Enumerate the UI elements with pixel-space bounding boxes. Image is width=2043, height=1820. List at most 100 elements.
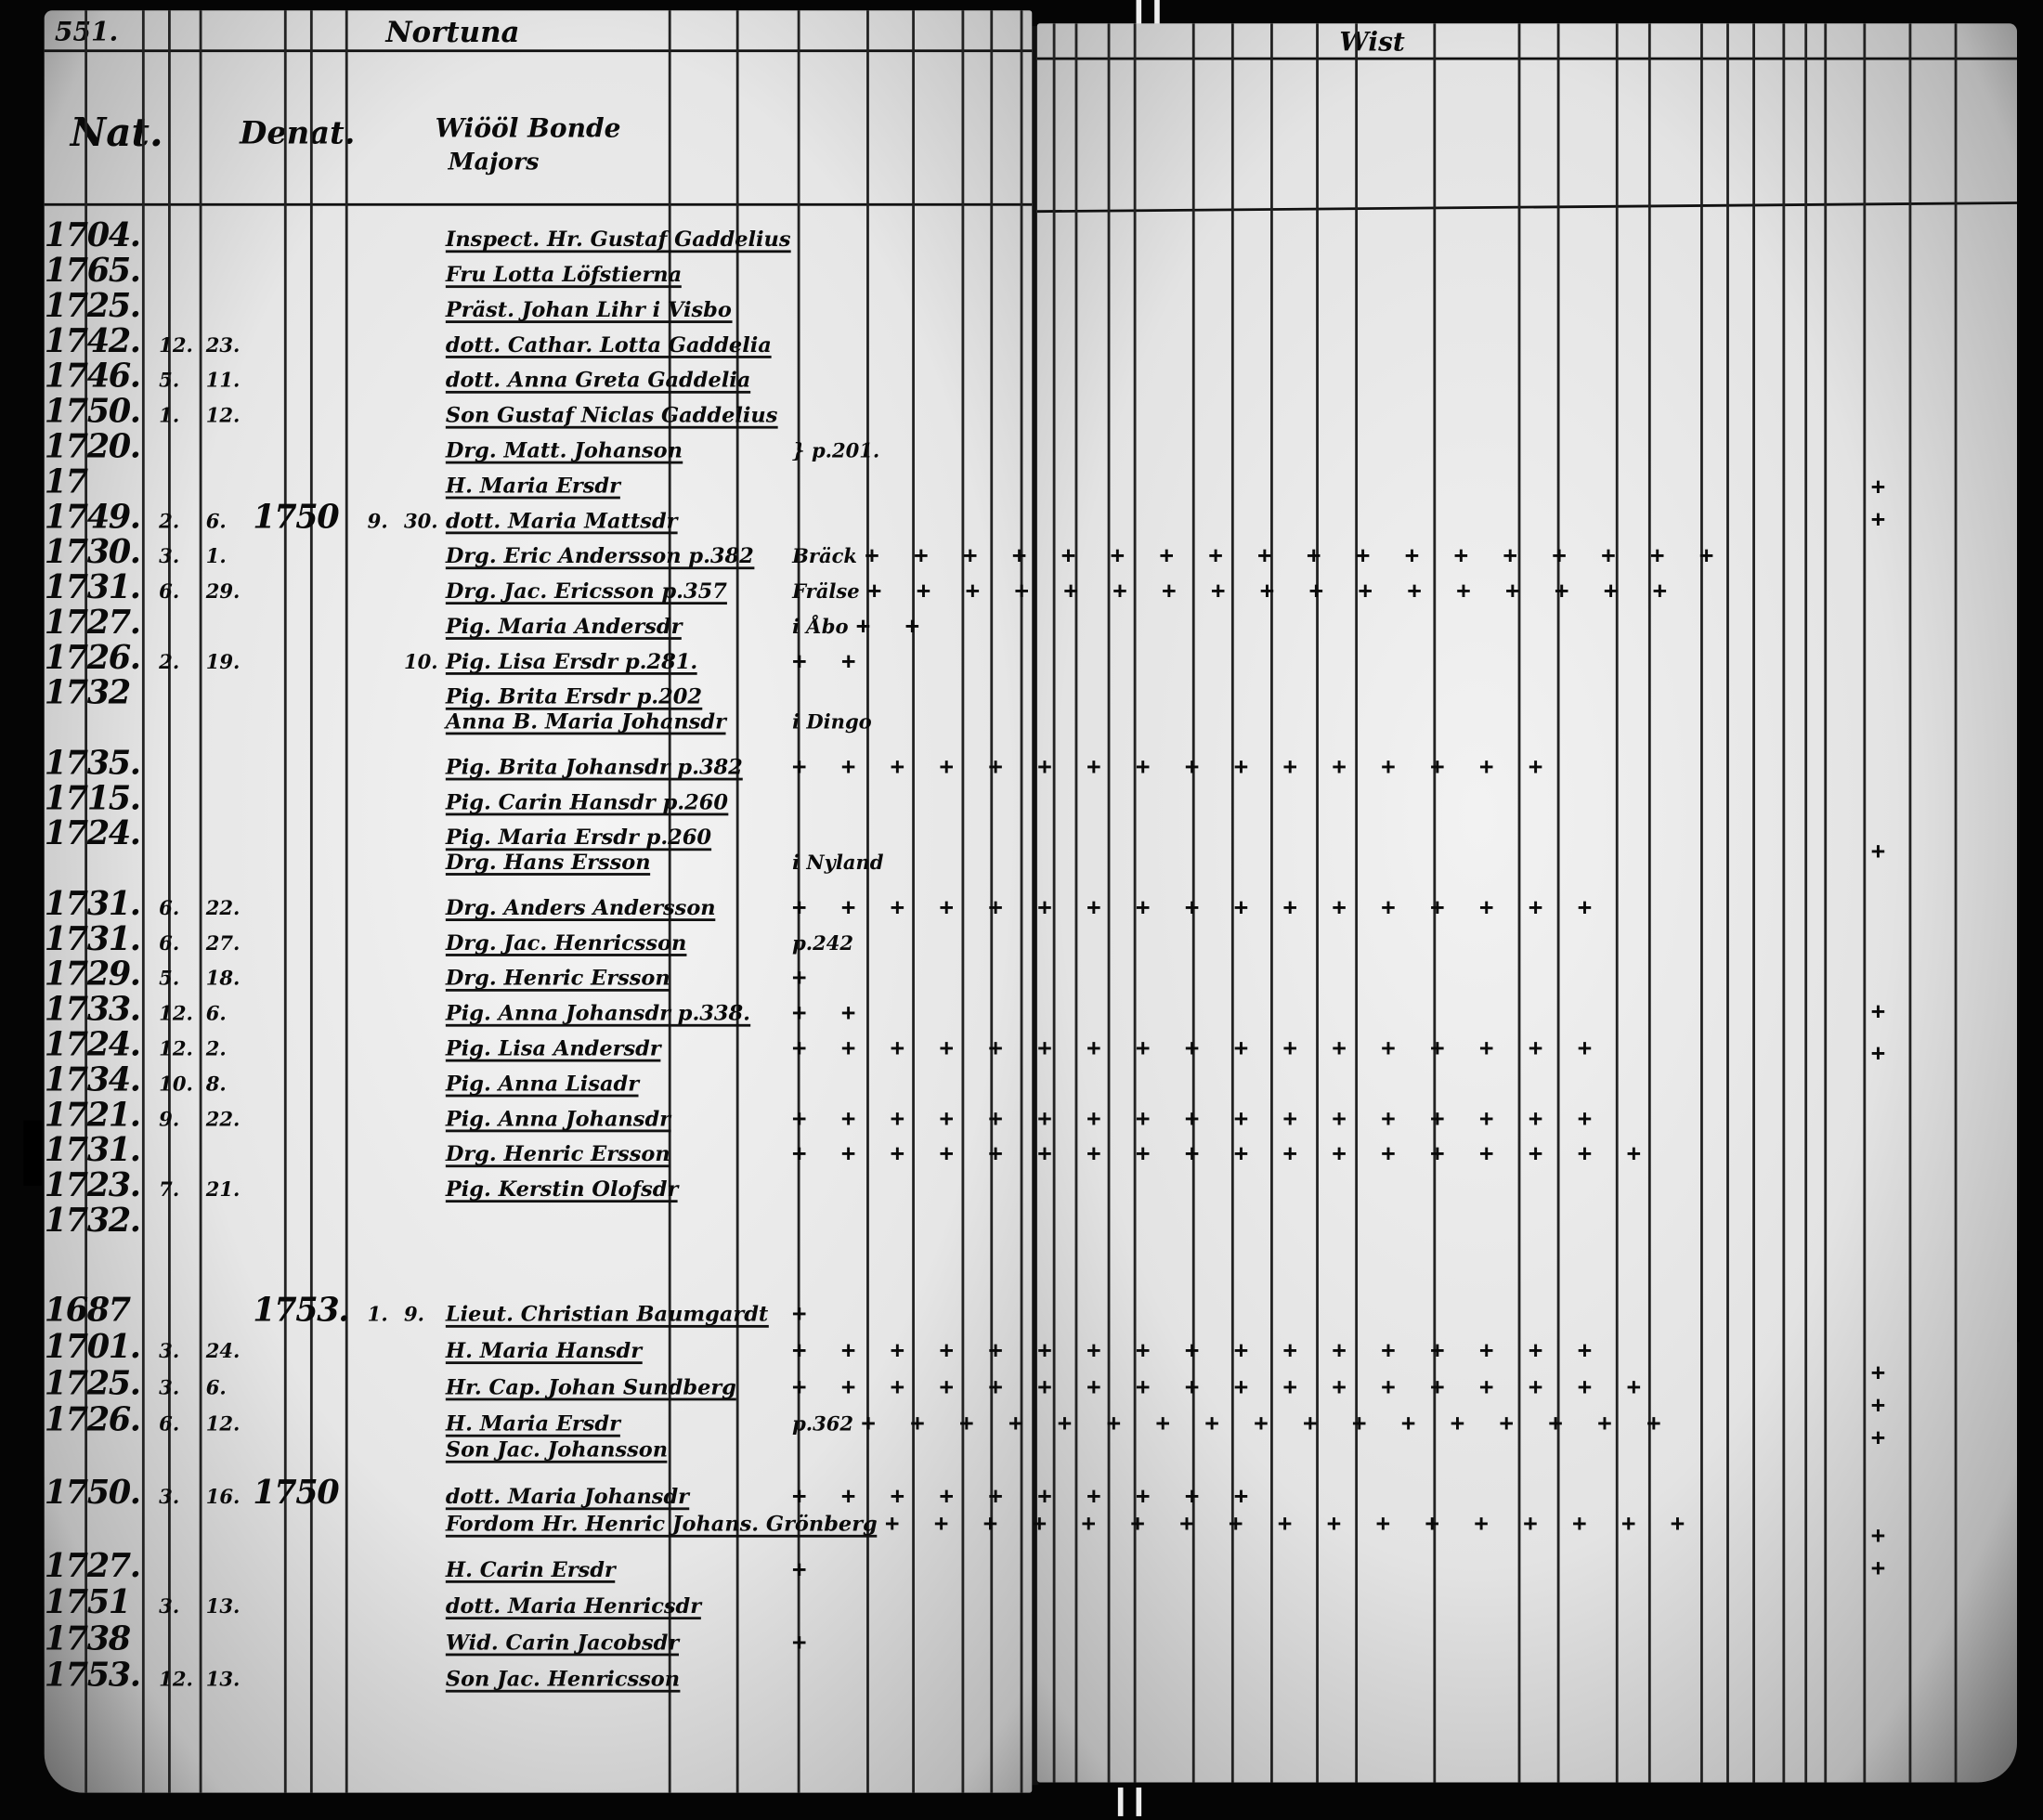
person-name: Drg. Jac. Henricsson	[445, 930, 687, 956]
register-entry: 1735. Pig. Brita Johansdr p.382 + + + + + …	[45, 747, 1554, 781]
column-rule	[961, 10, 964, 1793]
register-entry: 17 H. Maria Ersdr	[45, 465, 785, 500]
column-rule	[1647, 23, 1651, 1783]
birth-year: 1727.	[44, 1546, 141, 1585]
person-name-cell: H. Maria Hansdr	[445, 1340, 785, 1365]
birth-day: 29.	[205, 579, 241, 604]
top-rule	[1036, 57, 2017, 59]
person-name-cell: Drg. Henric Ersson	[445, 1143, 785, 1168]
page-reference-note: p.242	[792, 931, 854, 956]
person-name: Anna B. Maria Johansdr	[445, 708, 726, 735]
register-entry: 1726. 2. 19. 10. Pig. Lisa Ersdr p.281. + +	[44, 638, 866, 677]
birth-year: 1746.	[44, 357, 141, 396]
column-rule	[1020, 10, 1022, 1793]
scan-marker	[1136, 0, 1142, 29]
register-entry: 1750. 1. 12. Son Gustaf Niclas Gaddelius	[44, 392, 785, 431]
birth-day: 13.	[205, 1594, 241, 1618]
person-name: Pig. Lisa Ersdr p.281.	[446, 648, 698, 675]
attendance-marks: +	[792, 1628, 817, 1657]
register-entry: 1721. 9. 22. Pig. Anna Johansdr + + + + + + …	[44, 1096, 1603, 1134]
attendance-marks: + + + + + + + + + + + + + + + + +	[792, 1104, 1603, 1133]
person-name-cell: Drg. Hans Ersson	[445, 852, 785, 876]
register-entry: 1723. 7. 21. Pig. Kerstin Olofsdr	[45, 1169, 785, 1203]
column-rule	[1726, 23, 1729, 1783]
person-name: Drg. Jac. Ericsson p.357	[445, 578, 727, 605]
column-header-denat: Denat.	[240, 113, 356, 151]
person-name: Fordom Hr. Henric Johans. Grönberg	[445, 1511, 878, 1538]
birth-year: 1742.	[44, 321, 141, 360]
person-name-cell: Drg. Matt. Johanson	[445, 440, 785, 464]
margin-mark: +	[1870, 997, 1896, 1026]
register-entry: 1732 Pig. Brita Ersdr p.202	[45, 676, 785, 710]
person-name: Drg. Eric Andersson p.382	[445, 543, 754, 570]
person-name-cell: Drg. Henric Ersson	[445, 968, 785, 992]
attendance-marks: + +	[792, 999, 866, 1027]
column-rule	[1191, 23, 1195, 1783]
person-name: Fru Lotta Löfstierna	[445, 262, 683, 289]
person-name: Drg. Anders Andersson	[445, 894, 716, 921]
person-name: Pig. Maria Andersdr	[445, 613, 683, 640]
margin-mark: +	[1870, 1039, 1896, 1068]
person-name-cell: Anna B. Maria Johansdr	[445, 708, 785, 735]
register-entry: 1765. Fru Lotta Löfstierna	[45, 254, 785, 289]
person-name-cell: dott. Maria Henricsdr	[445, 1595, 785, 1620]
column-rule	[1824, 23, 1827, 1783]
person-name-cell: Pig. Anna Lisadr	[445, 1072, 785, 1098]
margin-mark: +	[1870, 1554, 1896, 1582]
person-name: Son Gustaf Niclas Gaddelius	[445, 402, 778, 429]
page-reference-note: Bräck	[792, 544, 857, 568]
attendance-marks: + + + + + + + + + + + + + + + + + +	[792, 1372, 1652, 1401]
birth-month: 10.	[159, 1072, 193, 1097]
person-name-cell: Pig. Brita Ersdr p.202	[445, 686, 785, 710]
birth-year: 1721.	[44, 1096, 141, 1134]
column-rule	[1355, 23, 1358, 1783]
column-rule	[1700, 23, 1703, 1783]
person-name: Pig. Anna Johansdr	[445, 1106, 670, 1133]
person-name-cell: Pig. Anna Johansdr	[445, 1106, 785, 1133]
birth-month: 12.	[159, 1667, 193, 1692]
person-name: Hr. Cap. Johan Sundberg	[445, 1374, 736, 1401]
column-rule	[199, 10, 202, 1793]
page-reference-note: } p.201.	[792, 438, 880, 463]
top-rule	[44, 49, 1033, 53]
person-name-cell: Son Jac. Henricsson	[445, 1669, 785, 1693]
margin-mark: +	[1870, 1424, 1896, 1452]
attendance-marks: + + + + + + + + + + + + + + + + + +	[865, 541, 1724, 570]
column-rule	[309, 10, 313, 1793]
birth-year: 1724.	[44, 1025, 141, 1063]
person-name-cell: Pig. Brita Johansdr p.382	[445, 756, 785, 781]
column-rule	[1804, 23, 1807, 1783]
column-rule	[1954, 23, 1957, 1783]
death-year: 1750	[253, 497, 339, 536]
register-entry: 1734. 10. 8. Pig. Anna Lisadr	[45, 1063, 785, 1098]
person-name: H. Maria Ersdr	[445, 473, 620, 500]
page-tab	[23, 1120, 42, 1186]
birth-year: 1750.	[44, 392, 141, 431]
birth-month: 6.	[159, 896, 180, 920]
register-entry: 1725. Präst. Johan Lihr i Visbo	[45, 289, 785, 323]
birth-year: 1750.	[44, 1473, 141, 1512]
death-year: 1750	[253, 1473, 339, 1512]
attendance-marks: +	[792, 1555, 817, 1583]
person-name-cell: Fru Lotta Löfstierna	[445, 262, 785, 289]
person-name-cell: Lieut. Christian Baumgardt	[445, 1304, 785, 1328]
birth-year: 1731.	[44, 919, 141, 958]
register-entry: 1727. H. Carin Ersdr +	[44, 1546, 817, 1585]
register-entry: 1731. Drg. Henric Ersson + + + + + + + + +…	[45, 1134, 1651, 1168]
person-name: Son Jac. Johansson	[445, 1436, 669, 1463]
person-name-cell: Pig. Maria Andersdr	[445, 613, 785, 640]
page-reference-note: p.362	[792, 1411, 854, 1436]
register-entry: 1724. 12. 2. Pig. Lisa Andersdr + + + + + + …	[44, 1025, 1603, 1063]
header-rule	[44, 202, 1033, 206]
birth-year: 1730.	[44, 532, 141, 571]
person-name-cell: Pig. Carin Hansdr p.260	[445, 791, 785, 816]
birth-month: 6.	[159, 931, 180, 956]
person-name-cell: H. Carin Ersdr	[445, 1559, 785, 1583]
scan-marker	[1136, 1788, 1142, 1816]
person-name-cell: dott. Maria Johansdr	[445, 1486, 785, 1511]
book-gutter	[1028, 26, 1039, 1786]
column-rule	[1074, 23, 1077, 1783]
margin-mark: +	[1870, 1521, 1896, 1550]
birth-day: 8.	[205, 1072, 227, 1097]
birth-year: 1726.	[44, 638, 141, 677]
